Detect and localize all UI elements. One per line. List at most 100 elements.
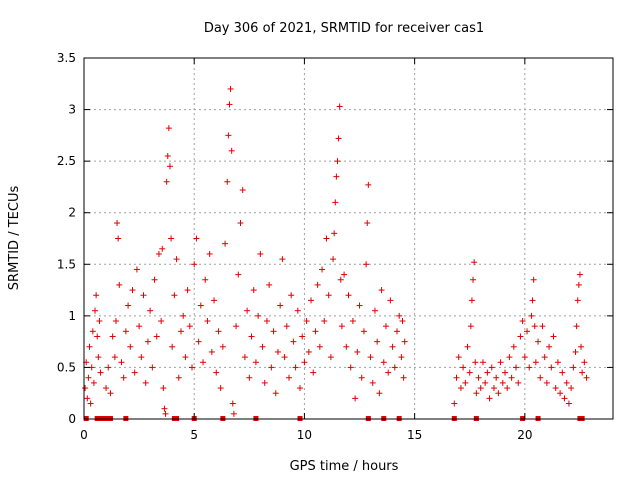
data-point: [195, 338, 202, 345]
data-point: [297, 385, 304, 392]
data-point: [399, 318, 406, 325]
data-point: [186, 323, 193, 330]
data-point: [211, 297, 218, 304]
data-point: [229, 400, 236, 407]
data-point: [228, 147, 235, 154]
data-point: [508, 374, 515, 381]
data-point: [184, 287, 191, 294]
x-tick-label: 20: [517, 428, 532, 442]
data-point: [539, 323, 546, 330]
data-point: [374, 338, 381, 345]
data-point: [244, 307, 251, 314]
y-tick-label: 3: [68, 103, 76, 117]
data-point: [568, 385, 575, 392]
data-point: [161, 405, 168, 412]
data-point: [227, 85, 234, 92]
data-point: [94, 333, 101, 340]
data-point: [497, 359, 504, 366]
data-point: [331, 230, 338, 237]
data-point: [115, 235, 122, 242]
data-point: [255, 312, 262, 319]
data-point: [92, 307, 99, 314]
data-point: [105, 364, 112, 371]
data-point: [484, 369, 491, 376]
data-point: [559, 369, 566, 376]
data-point: [462, 379, 469, 386]
data-point: [84, 395, 91, 402]
grid: [84, 58, 613, 419]
data-point: [345, 292, 352, 299]
data-point: [327, 354, 334, 361]
data-points: [82, 85, 590, 417]
data-point: [389, 343, 396, 350]
data-point: [177, 328, 184, 335]
data-point: [96, 318, 103, 325]
data-point: [574, 297, 581, 304]
data-point: [358, 374, 365, 381]
data-point: [86, 343, 93, 350]
y-tick-label: 0.5: [57, 360, 76, 374]
data-point: [380, 359, 387, 366]
data-point: [501, 369, 508, 376]
data-point: [471, 259, 478, 266]
data-point: [382, 323, 389, 330]
data-point: [85, 374, 92, 381]
data-point: [125, 302, 132, 309]
data-point: [246, 374, 253, 381]
data-point: [521, 354, 528, 361]
data-point: [173, 256, 180, 263]
data-point: [200, 359, 207, 366]
data-point: [162, 410, 169, 417]
data-point: [147, 307, 154, 314]
x-tick-label: 5: [190, 428, 198, 442]
data-point: [398, 354, 405, 361]
axis-ticks: 0 0.5 1 1.5 2 2.5 3 3.5 0 5 10 15 20: [57, 51, 613, 442]
data-point: [347, 364, 354, 371]
data-point: [140, 292, 147, 299]
data-point: [343, 343, 350, 350]
y-tick-label: 2: [68, 206, 76, 220]
data-point: [191, 261, 198, 268]
data-point: [222, 240, 229, 247]
data-point: [531, 323, 538, 330]
data-point: [133, 266, 140, 273]
x-axis-label: GPS time / hours: [290, 459, 399, 474]
data-point: [259, 343, 266, 350]
data-point: [490, 385, 497, 392]
data-point: [466, 369, 473, 376]
data-point: [468, 297, 475, 304]
data-point: [257, 250, 264, 257]
data-point: [114, 220, 121, 227]
data-point: [334, 158, 341, 165]
data-point: [391, 364, 398, 371]
data-point: [312, 328, 319, 335]
data-point: [270, 328, 277, 335]
data-point: [557, 390, 564, 397]
data-point: [338, 323, 345, 330]
data-point: [323, 235, 330, 242]
data-point: [213, 369, 220, 376]
data-point: [155, 250, 162, 257]
y-tick-label: 3.5: [57, 51, 76, 65]
data-point: [131, 369, 138, 376]
data-point: [349, 318, 356, 325]
data-point: [283, 323, 290, 330]
data-point: [467, 323, 474, 330]
data-point: [565, 400, 572, 407]
data-point: [206, 250, 213, 257]
data-point: [546, 343, 553, 350]
data-point: [144, 338, 151, 345]
data-point: [393, 328, 400, 335]
data-point: [352, 395, 359, 402]
data-point: [112, 318, 119, 325]
data-point: [369, 379, 376, 386]
data-point: [303, 318, 310, 325]
y-tick-label: 1: [68, 309, 76, 323]
data-point: [250, 287, 257, 294]
data-point: [233, 323, 240, 330]
data-point: [180, 312, 187, 319]
data-point: [499, 379, 506, 386]
data-point: [319, 266, 326, 273]
data-point: [116, 281, 123, 288]
